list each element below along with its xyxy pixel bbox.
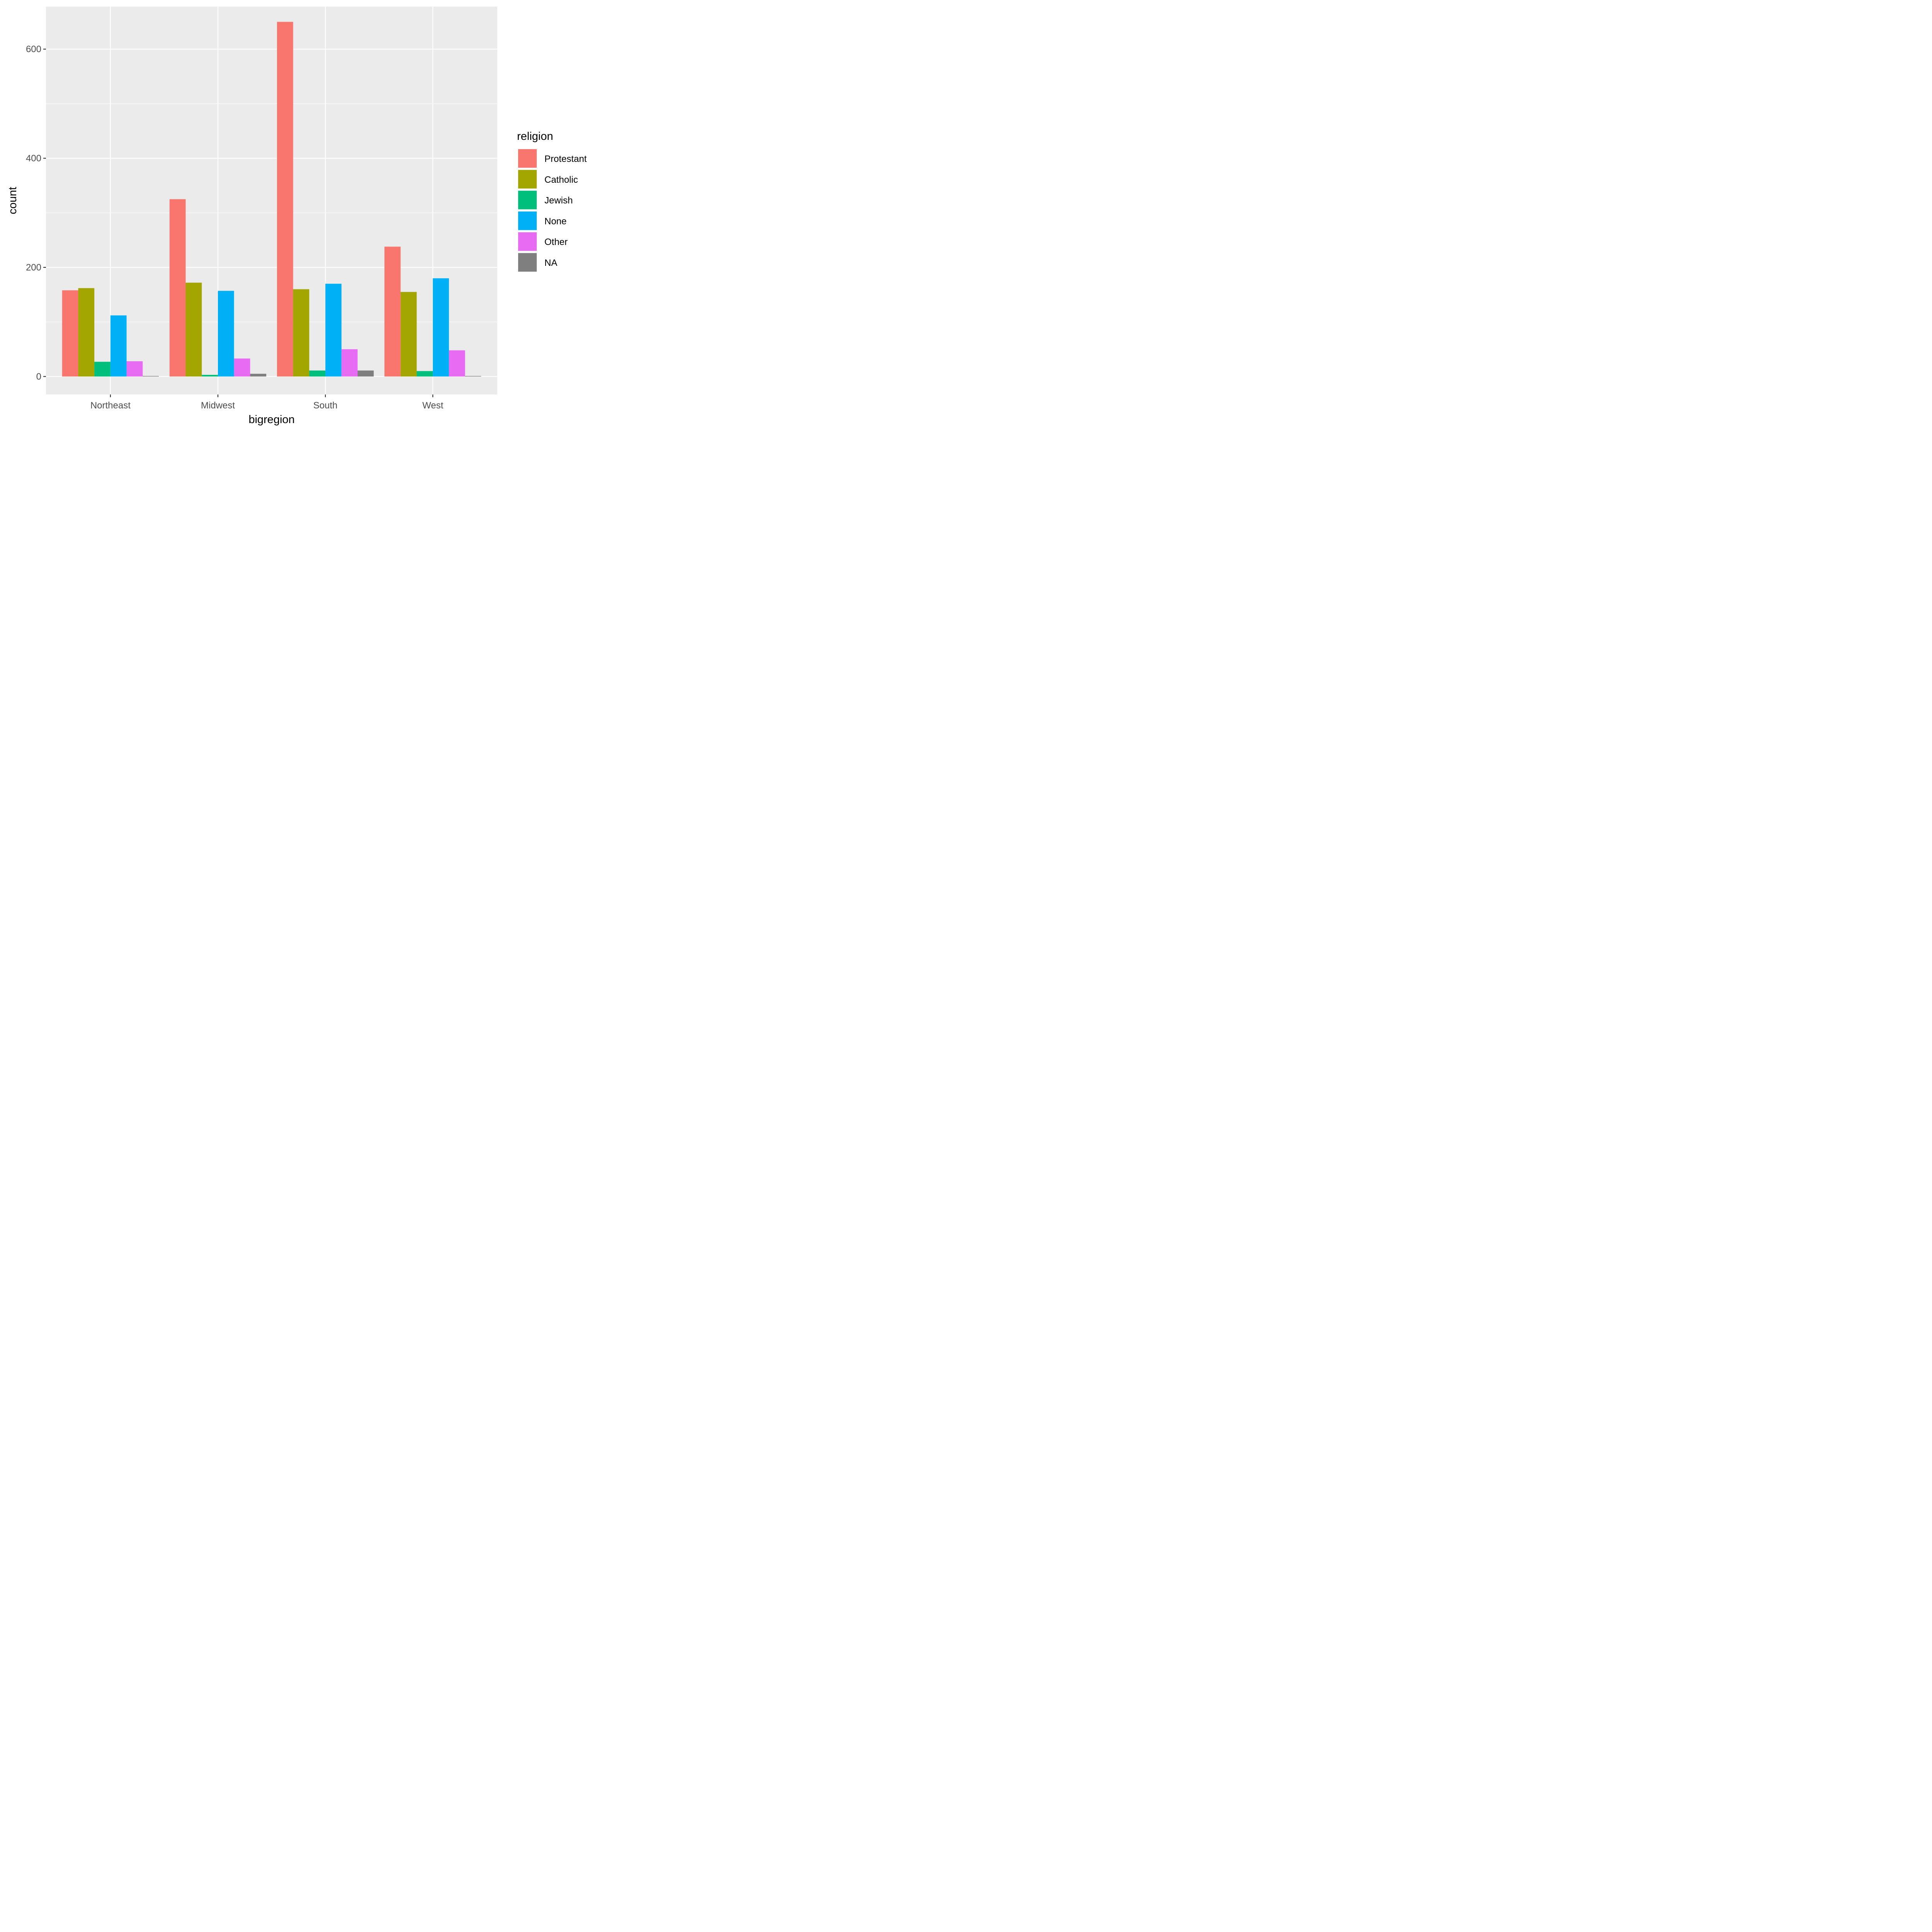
legend: Protestant Catholic Jewish None Other NA [518,149,587,272]
x-axis-title: bigregion [248,413,294,426]
bar-catholic-west [400,292,417,377]
bar-protestant-west [384,247,401,377]
x-tick-label: Midwest [201,400,235,411]
bar-jewish-south [309,370,326,377]
legend-label-none: None [544,216,566,226]
legend-key-catholic [518,170,537,189]
legend-key-na [518,253,537,272]
legend-label-catholic: Catholic [544,175,578,185]
bar-other-midwest [234,358,250,377]
bars [62,22,481,377]
bar-other-south [341,349,358,377]
bar-jewish-midwest [202,375,218,377]
legend-label-jewish: Jewish [544,196,573,206]
legend-key-jewish [518,190,537,209]
y-tick-label: 0 [36,371,41,382]
bar-chart: 0 200 400 600 Northeast Midwest South West big… [7,7,587,426]
bar-catholic-south [293,289,310,377]
bar-na-midwest [250,374,267,377]
legend-title: religion [517,130,553,143]
bar-catholic-northeast [78,288,95,377]
x-tick-label: Northeast [90,400,131,411]
bar-none-midwest [218,291,234,377]
bar-other-northeast [126,361,143,377]
x-tick-label: West [422,400,444,411]
bar-jewish-northeast [94,362,111,377]
bar-protestant-midwest [169,199,186,377]
y-axis-title: count [7,187,19,214]
bar-catholic-midwest [185,282,202,377]
y-tick-label: 600 [26,44,41,54]
legend-label-other: Other [544,237,568,247]
x-tick-label: South [313,400,338,411]
legend-key-other [518,232,537,251]
bar-none-south [325,284,342,377]
bar-protestant-south [277,22,293,377]
y-tick-label: 400 [26,153,41,164]
legend-key-none [518,211,537,230]
legend-label-na: NA [544,258,557,268]
bar-na-south [357,370,374,377]
bar-none-west [433,278,449,377]
x-axis: Northeast Midwest South West [90,395,444,411]
legend-key-protestant [518,149,537,168]
bar-protestant-northeast [62,290,78,377]
y-tick-label: 200 [26,262,41,273]
legend-label-protestant: Protestant [544,154,587,164]
y-axis: 0 200 400 600 [26,44,46,382]
bar-jewish-west [417,371,433,377]
bar-none-northeast [110,315,127,377]
bar-other-west [449,350,465,377]
